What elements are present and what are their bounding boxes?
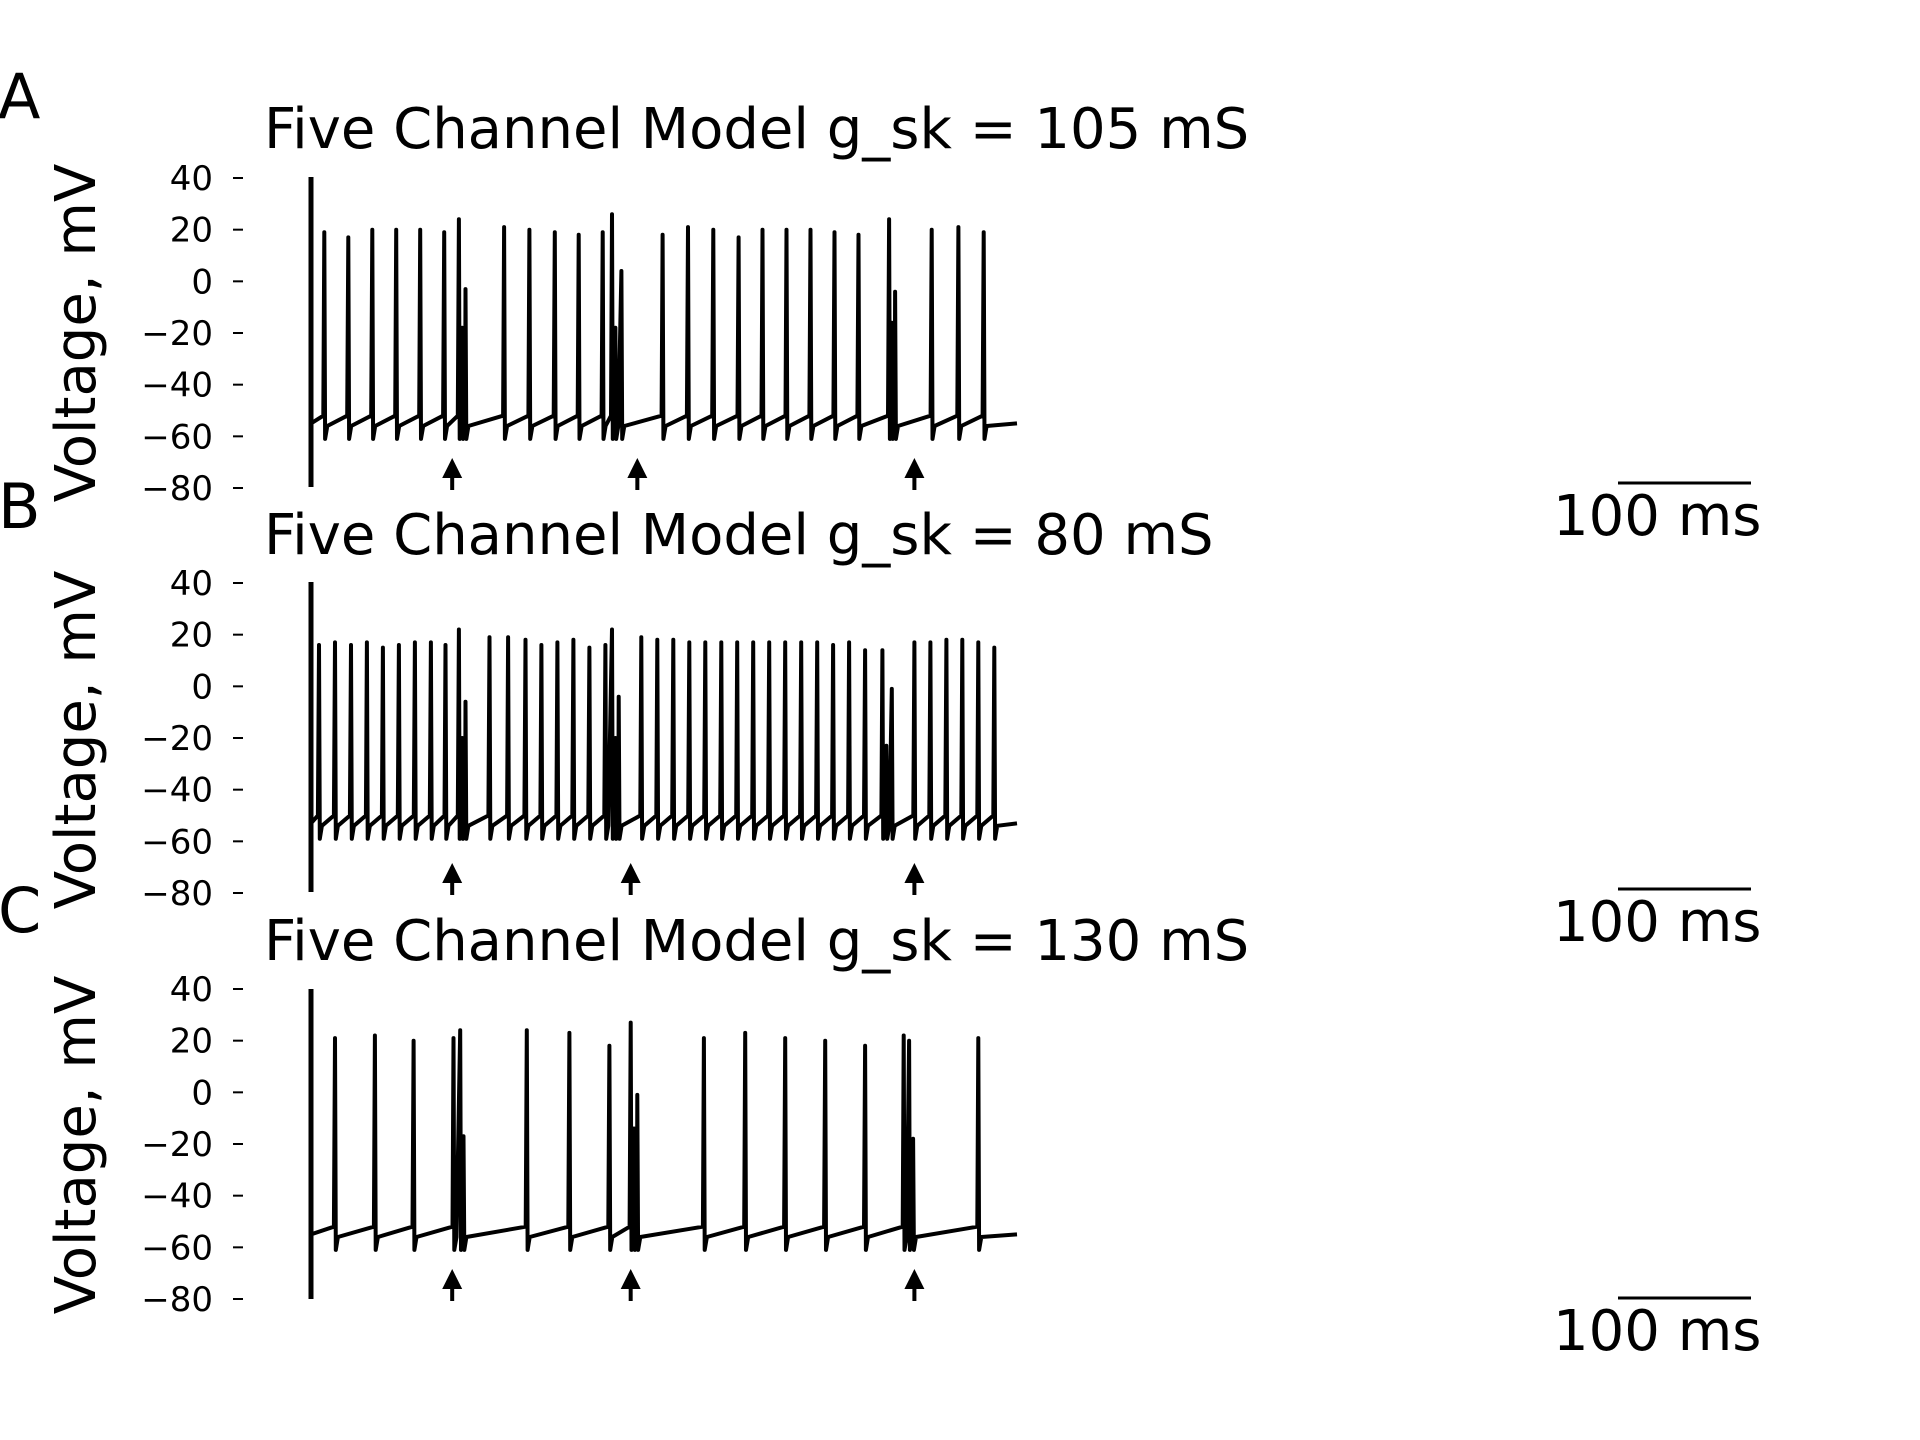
y-axis-ticks: 40 20 0 −20 −40 −60 −80 <box>141 159 243 509</box>
stimulus-arrows <box>442 458 925 490</box>
y-axis-label: Voltage, mV <box>44 164 109 503</box>
voltage-trace <box>310 1020 1018 1252</box>
y-tick-label: 0 <box>191 262 213 302</box>
y-tick-label: −80 <box>141 874 213 914</box>
y-tick-label: −60 <box>141 1228 213 1268</box>
panel-a: A Five Channel Model g_sk = 105 mS Volta… <box>0 60 1761 549</box>
y-axis-label: Voltage, mV <box>44 976 109 1315</box>
stimulus-arrow-head <box>904 1269 925 1289</box>
y-tick-label: −20 <box>141 719 213 759</box>
stimulus-arrows <box>442 863 925 895</box>
y-tick-label: −60 <box>141 822 213 862</box>
y-axis-ticks: 40 20 0 −20 −40 −60 −80 <box>141 564 243 914</box>
y-tick-label: 0 <box>191 667 213 707</box>
stimulus-arrow-head <box>442 863 463 883</box>
y-tick-label: 20 <box>170 616 213 656</box>
stimulus-arrow-head <box>442 458 463 478</box>
y-tick-label: −20 <box>141 314 213 354</box>
y-tick-label: 40 <box>170 970 213 1010</box>
scale-bar-label: 100 ms <box>1553 890 1761 955</box>
y-axis-ticks: 40 20 0 −20 −40 −60 −80 <box>141 970 243 1320</box>
scale-bar-label: 100 ms <box>1553 1299 1761 1364</box>
stimulus-arrow-head <box>620 863 641 883</box>
panel-title: Five Channel Model g_sk = 130 mS <box>264 909 1249 974</box>
panel-letter: C <box>0 874 41 947</box>
panel-letter: B <box>0 470 41 543</box>
y-axis-label: Voltage, mV <box>44 571 109 910</box>
stimulus-arrow-head <box>620 1269 641 1289</box>
y-tick-label: 20 <box>170 211 213 251</box>
panel-title: Five Channel Model g_sk = 105 mS <box>264 97 1249 162</box>
y-tick-label: −40 <box>141 771 213 811</box>
stimulus-arrow-head <box>442 1269 463 1289</box>
y-tick-label: −80 <box>141 469 213 509</box>
y-tick-label: 40 <box>170 159 213 199</box>
stimulus-arrow-head <box>627 458 648 478</box>
y-tick-label: 40 <box>170 564 213 604</box>
y-tick-label: −40 <box>141 1177 213 1217</box>
panel-b: B Five Channel Model g_sk = 80 mS Voltag… <box>0 470 1761 955</box>
stimulus-arrow-head <box>904 863 925 883</box>
panel-title: Five Channel Model g_sk = 80 mS <box>264 503 1214 568</box>
panel-c: C Five Channel Model g_sk = 130 mS Volta… <box>0 874 1761 1364</box>
voltage-trace <box>309 627 1018 841</box>
y-tick-label: −20 <box>141 1125 213 1165</box>
y-tick-label: −80 <box>141 1280 213 1320</box>
voltage-trace <box>309 212 1018 441</box>
y-tick-label: 20 <box>170 1022 213 1062</box>
stimulus-arrow-head <box>904 458 925 478</box>
y-tick-label: −40 <box>141 366 213 406</box>
y-tick-label: 0 <box>191 1073 213 1113</box>
y-tick-label: −60 <box>141 417 213 457</box>
scale-bar-label: 100 ms <box>1553 484 1761 549</box>
panel-letter: A <box>0 60 40 133</box>
stimulus-arrows <box>442 1269 925 1301</box>
